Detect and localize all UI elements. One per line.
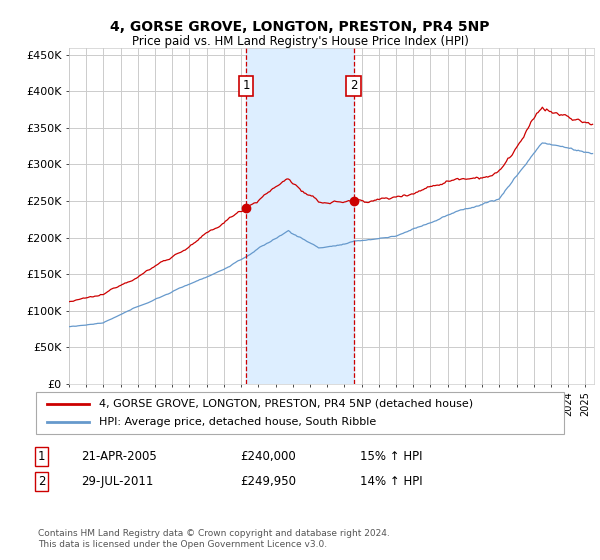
FancyBboxPatch shape [36,392,564,434]
Text: 4, GORSE GROVE, LONGTON, PRESTON, PR4 5NP (detached house): 4, GORSE GROVE, LONGTON, PRESTON, PR4 5N… [100,399,473,409]
Text: Contains HM Land Registry data © Crown copyright and database right 2024.
This d: Contains HM Land Registry data © Crown c… [38,529,389,549]
Text: 1: 1 [242,79,250,92]
Text: 15% ↑ HPI: 15% ↑ HPI [360,450,422,463]
Text: 4, GORSE GROVE, LONGTON, PRESTON, PR4 5NP: 4, GORSE GROVE, LONGTON, PRESTON, PR4 5N… [110,20,490,34]
Text: Price paid vs. HM Land Registry's House Price Index (HPI): Price paid vs. HM Land Registry's House … [131,35,469,48]
Text: HPI: Average price, detached house, South Ribble: HPI: Average price, detached house, Sout… [100,417,377,427]
Text: £249,950: £249,950 [240,475,296,488]
Bar [246,48,354,384]
Text: 21-APR-2005: 21-APR-2005 [81,450,157,463]
Text: 2: 2 [38,475,46,488]
Text: 1: 1 [38,450,46,463]
Text: £240,000: £240,000 [240,450,296,463]
Text: 14% ↑ HPI: 14% ↑ HPI [360,475,422,488]
Text: 29-JUL-2011: 29-JUL-2011 [81,475,154,488]
Text: 2: 2 [350,79,358,92]
